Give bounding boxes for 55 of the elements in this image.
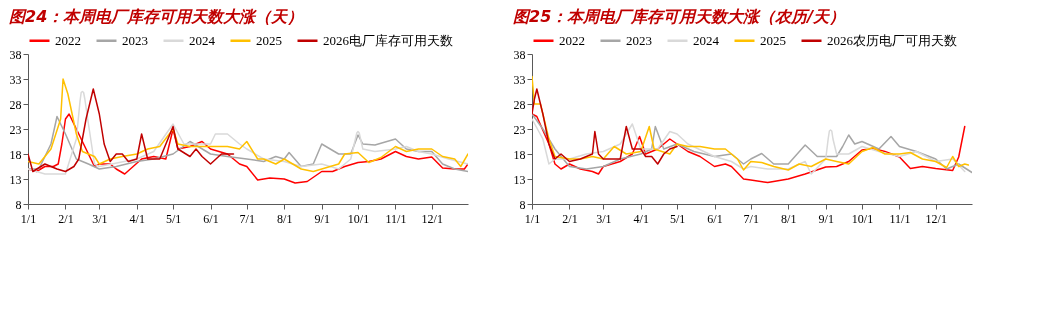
line-series [28, 88, 235, 173]
y-tick-label: 33 [513, 72, 526, 87]
x-tick-label: 1/1 [20, 211, 37, 226]
y-tick-label: 23 [513, 122, 526, 137]
chart-title: 图24：本周电厂库存可用天数大涨（天） [9, 7, 304, 26]
x-tick-label: 3/1 [596, 211, 612, 226]
y-tick-label: 18 [513, 147, 526, 162]
x-tick-label: 5/1 [165, 211, 182, 226]
y-tick-label: 33 [9, 72, 22, 87]
y-tick-label: 18 [9, 147, 22, 162]
x-tick-label: 10/1 [851, 211, 874, 226]
y-tick-label: 8 [15, 197, 22, 212]
legend-label: 2026农历电厂可用天数 [827, 32, 957, 48]
x-tick-label: 8/1 [781, 211, 797, 226]
x-tick-label: 2/1 [58, 211, 74, 226]
legend-label: 2026电厂库存可用天数 [323, 32, 453, 48]
x-tick-label: 9/1 [818, 211, 834, 226]
x-tick-label: 3/1 [92, 211, 108, 226]
x-tick-label: 6/1 [203, 211, 219, 226]
x-tick-label: 1/1 [524, 211, 541, 226]
y-tick-label: 8 [519, 197, 526, 212]
x-tick-label: 9/1 [314, 211, 330, 226]
x-tick-label: 8/1 [277, 211, 293, 226]
x-tick-label: 11/1 [385, 211, 407, 226]
x-tick-label: 12/1 [421, 211, 443, 226]
y-tick-label: 38 [9, 47, 22, 62]
line-series [532, 113, 966, 184]
legend-label: 2024 [189, 32, 216, 48]
y-tick-label: 13 [513, 172, 526, 187]
legend-label: 2023 [122, 32, 148, 48]
legend-label: 2025 [256, 32, 282, 48]
line-series [532, 75, 970, 171]
legend-label: 2025 [760, 32, 786, 48]
line-series [532, 88, 678, 165]
line-series [28, 115, 468, 173]
legend-label: 2022 [559, 32, 585, 48]
legend-label: 2022 [55, 32, 81, 48]
x-tick-label: 4/1 [129, 211, 145, 226]
chart-title: 图25：本周电厂库存可用天数大涨（农历/天） [513, 7, 846, 26]
x-tick-label: 6/1 [707, 211, 723, 226]
y-tick-label: 13 [9, 172, 22, 187]
x-tick-label: 2/1 [562, 211, 578, 226]
x-tick-label: 4/1 [633, 211, 649, 226]
y-tick-label: 28 [513, 97, 526, 112]
x-tick-label: 5/1 [669, 211, 686, 226]
y-tick-label: 23 [9, 122, 22, 137]
x-tick-label: 11/1 [889, 211, 911, 226]
y-tick-label: 28 [9, 97, 22, 112]
x-tick-label: 12/1 [925, 211, 947, 226]
x-tick-label: 7/1 [239, 211, 255, 226]
legend-label: 2024 [693, 32, 720, 48]
x-tick-label: 7/1 [743, 211, 759, 226]
y-tick-label: 38 [513, 47, 526, 62]
x-tick-label: 10/1 [347, 211, 370, 226]
legend-label: 2023 [626, 32, 652, 48]
